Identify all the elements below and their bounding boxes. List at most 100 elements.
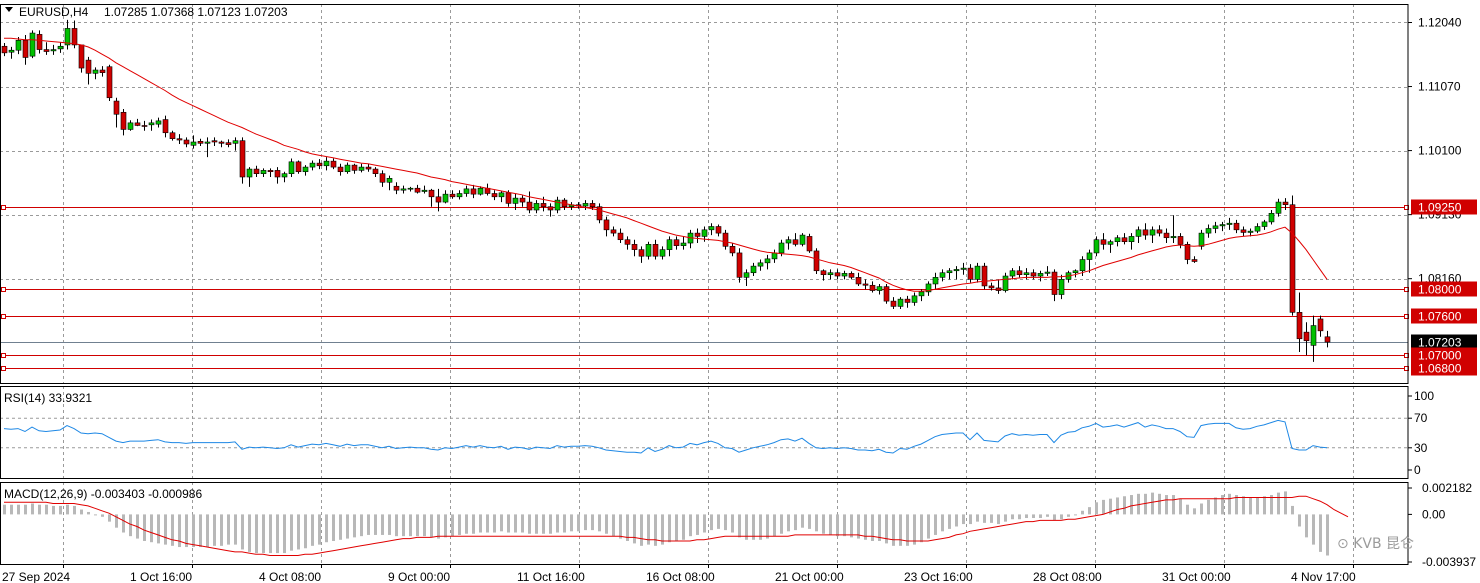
macd-signal-line xyxy=(4,495,1349,556)
bear-candle-body xyxy=(330,160,337,168)
macd-histogram-bar xyxy=(437,514,440,539)
bull-candle-body xyxy=(57,45,64,50)
candle xyxy=(715,224,722,237)
candle xyxy=(645,241,652,260)
watermark-logo-icon: ⊙ xyxy=(1337,536,1349,552)
candle xyxy=(330,158,337,170)
bull-candle-body xyxy=(1261,221,1268,227)
candle xyxy=(1156,225,1163,237)
bear-candle-body xyxy=(414,187,421,193)
bear-candle-body xyxy=(71,28,78,46)
macd-histogram-bar xyxy=(766,514,769,539)
candle xyxy=(1317,315,1324,337)
bull-candle-body xyxy=(946,270,953,274)
bear-candle-body xyxy=(337,166,344,173)
macd-histogram-bar xyxy=(185,514,188,548)
bull-candle-body xyxy=(771,252,778,260)
bull-candle-body xyxy=(897,298,904,307)
macd-histogram-bar xyxy=(612,514,615,537)
macd-histogram-bar xyxy=(346,514,349,539)
macd-histogram-bar xyxy=(647,514,650,545)
bear-candle-body xyxy=(715,226,722,234)
bull-candle-body xyxy=(1149,229,1156,236)
candle xyxy=(869,281,876,293)
candle xyxy=(169,130,176,141)
level-handle[interactable] xyxy=(1,205,6,210)
level-handle[interactable] xyxy=(1,366,6,371)
level-handle[interactable] xyxy=(1,353,6,358)
bear-candle-body xyxy=(610,229,617,234)
candle xyxy=(36,30,43,54)
macd-histogram-bar xyxy=(115,514,118,528)
candle xyxy=(743,269,750,286)
bear-candle-body xyxy=(120,111,127,130)
candle xyxy=(582,200,589,211)
candle xyxy=(1261,219,1268,230)
candle xyxy=(652,239,659,260)
macd-histogram-bar xyxy=(108,514,111,522)
macd-histogram-bar xyxy=(451,514,454,537)
macd-histogram-bar xyxy=(458,514,461,535)
bull-candle-body xyxy=(1170,236,1177,239)
time-tick-label: 16 Oct 08:00 xyxy=(646,570,715,583)
level-price-label-bg xyxy=(1411,308,1477,324)
macd-histogram-bar xyxy=(521,514,524,533)
macd-histogram-bar xyxy=(416,514,419,537)
macd-histogram-bar xyxy=(962,514,965,525)
bear-candle-body xyxy=(904,298,911,303)
level-handle[interactable] xyxy=(1,314,6,319)
bull-candle-body xyxy=(1254,226,1261,232)
bear-candle-body xyxy=(22,40,29,58)
candle xyxy=(407,186,414,192)
candle xyxy=(708,223,715,236)
macd-histogram-bar xyxy=(661,514,664,545)
bear-candle-body xyxy=(134,122,141,126)
candle xyxy=(29,30,36,59)
macd-histogram-bar xyxy=(640,514,643,546)
macd-histogram-bar xyxy=(1326,514,1329,556)
main-grid xyxy=(0,4,1408,564)
level-price-label-bg xyxy=(1411,281,1477,297)
candle xyxy=(659,246,666,260)
bear-candle-body xyxy=(1142,229,1149,236)
bear-candle-body xyxy=(1282,201,1289,206)
macd-histogram-bar xyxy=(1088,507,1091,515)
candle xyxy=(239,137,246,184)
bear-candle-body xyxy=(1177,236,1184,245)
bull-candle-body xyxy=(1072,270,1079,274)
macd-histogram-bar xyxy=(598,514,601,532)
candle xyxy=(148,119,155,131)
bull-candle-body xyxy=(8,49,15,53)
macd-histogram-bar xyxy=(24,504,27,515)
candle xyxy=(967,264,974,283)
macd-histogram-bar xyxy=(899,514,902,546)
dropdown-triangle-icon[interactable] xyxy=(5,7,13,12)
candle xyxy=(218,140,225,148)
macd-histogram-bar xyxy=(248,514,251,552)
macd-histogram-bar xyxy=(479,514,482,533)
bull-candle-body xyxy=(533,203,540,211)
bear-candle-body xyxy=(1156,229,1163,234)
macd-histogram-bar xyxy=(507,514,510,533)
candle xyxy=(1184,241,1191,265)
macd-histogram-bar xyxy=(290,514,293,551)
macd-histogram-bar xyxy=(1319,514,1322,552)
macd-histogram-bar xyxy=(374,514,377,535)
macd-histogram-bar xyxy=(591,514,594,531)
candle xyxy=(456,190,463,200)
macd-histogram-bar xyxy=(192,514,195,548)
candle xyxy=(1016,266,1023,278)
time-tick-label: 1 Oct 16:00 xyxy=(130,570,192,583)
time-tick-label: 31 Oct 00:00 xyxy=(1162,570,1231,583)
candle xyxy=(1009,268,1016,280)
candle xyxy=(309,160,316,171)
level-handle[interactable] xyxy=(1,287,6,292)
candle xyxy=(1107,239,1114,253)
macd-histogram-bar xyxy=(619,514,622,539)
bull-candle-body xyxy=(939,272,946,278)
macd-histogram-bar xyxy=(311,514,314,546)
current-price-label: 1.07203 xyxy=(1418,336,1462,350)
bull-candle-body xyxy=(323,160,330,167)
macd-histogram-bar xyxy=(1298,514,1301,527)
macd-histogram-bar xyxy=(710,514,713,531)
